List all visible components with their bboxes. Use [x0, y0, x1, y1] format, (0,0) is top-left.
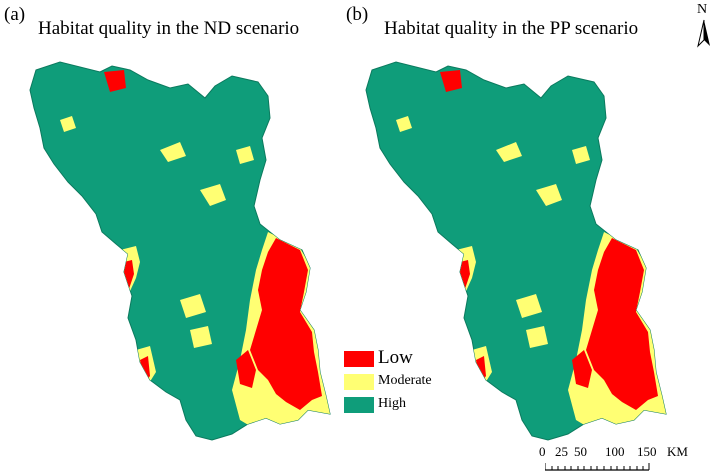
scale-tick-150: 150	[637, 444, 657, 459]
legend-swatch-low	[344, 351, 374, 367]
map-nd-scenario	[29, 61, 331, 441]
low-moderate-zones	[60, 70, 330, 432]
panel-b-title: Habitat quality in the PP scenario	[384, 18, 639, 39]
legend-label-high: High	[378, 396, 406, 411]
low-zone-east	[586, 238, 658, 410]
moderate-zone-mid	[180, 294, 206, 318]
low-zone-north	[440, 70, 462, 92]
scale-bar-ruler	[545, 463, 650, 471]
panel-b-letter: (b)	[346, 4, 369, 25]
low-zone-south	[236, 350, 256, 388]
moderate-zone-nw	[60, 116, 76, 132]
legend-label-moderate: Moderate	[378, 373, 432, 388]
moderate-zone-ne	[236, 146, 254, 164]
scale-unit: KM	[667, 444, 688, 459]
north-arrow-icon	[697, 19, 710, 48]
moderate-zone-mid2	[526, 326, 548, 348]
scale-tick-50: 50	[574, 444, 587, 459]
moderate-zone-center	[496, 142, 522, 162]
low-zone-south	[572, 350, 592, 388]
scale-tick-25: 25	[555, 444, 568, 459]
moderate-zone-mid	[516, 294, 542, 318]
legend-swatch-moderate	[344, 374, 374, 390]
moderate-zone-nw	[396, 116, 412, 132]
moderate-zone-center	[160, 142, 186, 162]
panel-a-title: Habitat quality in the ND scenario	[38, 18, 300, 39]
scale-tick-100: 100	[605, 444, 625, 459]
north-label: N	[697, 2, 708, 17]
scale-tick-0: 0	[539, 444, 546, 459]
moderate-zone-center2	[536, 184, 562, 206]
moderate-zone-mid2	[190, 326, 212, 348]
low-zone-east	[250, 238, 322, 410]
legend-label-low: Low	[378, 347, 413, 368]
moderate-zone-ne	[572, 146, 590, 164]
scale-bar: 0 25 50 100 150 KM	[539, 444, 705, 474]
north-arrow: N	[692, 2, 716, 50]
moderate-zone-center2	[200, 184, 226, 206]
legend-swatch-high	[344, 397, 374, 413]
low-zone-north	[104, 70, 126, 92]
panel-a-letter: (a)	[4, 4, 26, 25]
